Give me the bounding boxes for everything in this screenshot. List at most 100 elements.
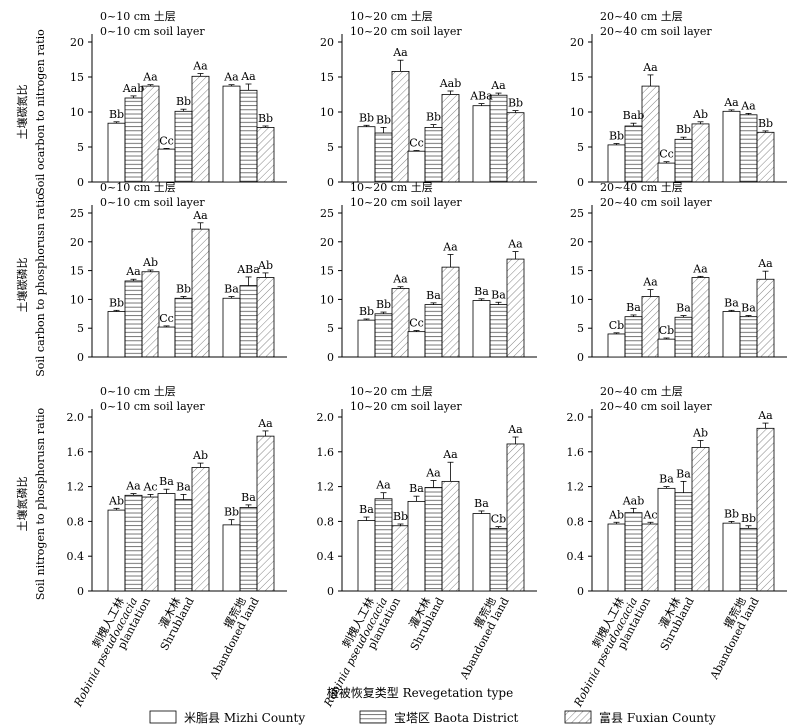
panel-layer-zh: 10~20 cm 土层: [350, 385, 433, 398]
significance-label: Aa: [442, 240, 458, 253]
bar: [357, 520, 376, 592]
x-axis-title: 植被恢复类型 Revegetation type: [327, 685, 513, 700]
significance-label: Aa: [442, 448, 458, 461]
y-tick-label: 15: [70, 265, 84, 278]
panel-layer-zh: 20~40 cm 土层: [600, 385, 683, 398]
bar: [472, 105, 491, 183]
bar: [506, 258, 525, 358]
significance-label: Ba: [491, 288, 506, 301]
significance-label: Cc: [659, 148, 674, 161]
significance-label: Ba: [241, 491, 256, 504]
panel-layer-en: 20~40 cm soil layer: [600, 196, 712, 209]
y-tick-label: 0: [577, 351, 584, 364]
bar: [141, 85, 160, 183]
significance-label: Bb: [176, 95, 191, 108]
y-tick-label: 1.2: [567, 481, 585, 494]
bar: [256, 127, 275, 183]
significance-label: Bb: [741, 512, 756, 525]
bar: [157, 326, 176, 358]
y-tick-label: 0.4: [67, 550, 85, 563]
bar: [739, 527, 758, 592]
bar: [174, 499, 193, 592]
y-tick-label: 2.0: [567, 411, 585, 424]
y-axis-title-en: Soil nitrogen to phosphorusn ratio: [34, 407, 47, 600]
bar: [607, 523, 626, 592]
bar: [691, 447, 710, 592]
panel-layer-zh: 0~10 cm 土层: [100, 385, 176, 398]
y-tick-label: 5: [327, 141, 334, 154]
significance-label: Cb: [609, 319, 624, 332]
bar: [256, 435, 275, 592]
y-axis-title-en: Soil ocarbon to nitrogen ratio: [34, 29, 47, 195]
significance-label: Aab: [439, 77, 462, 90]
y-tick-label: 20: [70, 236, 84, 249]
y-axis-title-en: Soil carbon to phosphorusn ratio: [34, 193, 47, 377]
significance-label: Bb: [258, 112, 273, 125]
y-tick-label: 0: [327, 176, 334, 189]
y-tick-label: 0: [577, 176, 584, 189]
bar: [722, 522, 741, 592]
significance-label: Aa: [392, 46, 408, 59]
legend-swatch: [564, 710, 592, 724]
significance-label: Bb: [609, 130, 624, 143]
bar: [722, 311, 741, 358]
bar: [657, 162, 676, 183]
bar: [107, 509, 126, 592]
bar: [489, 304, 508, 358]
significance-label: Ab: [692, 426, 708, 439]
bar: [641, 85, 660, 183]
bar: [191, 467, 210, 592]
y-tick-label: 15: [570, 265, 584, 278]
panel-layer-zh: 0~10 cm 土层: [100, 10, 176, 23]
bar: [624, 125, 643, 183]
y-tick-label: 20: [70, 36, 84, 49]
chart-panel: 0 0.4 0.8 1.2 1.6 2.0 20~40 cm 土层 20~40 cm soil…: [567, 385, 787, 598]
significance-label: Bb: [508, 97, 523, 110]
panel-layer-zh: 0~10 cm 土层: [100, 181, 176, 194]
bar: [641, 523, 660, 592]
significance-label: Ba: [426, 289, 441, 302]
significance-label: Cc: [409, 137, 424, 150]
significance-label: Cc: [159, 134, 174, 147]
significance-label: Aa: [757, 257, 773, 270]
legend-swatch: [149, 710, 177, 724]
significance-label: Aa: [142, 71, 158, 84]
chart-panel: 0 5 10 15 20 25 10~20 cm 土层 10~20 cm soil layer…: [320, 181, 537, 364]
significance-label: Aa: [507, 423, 523, 436]
bar: [641, 296, 660, 358]
bar: [441, 94, 460, 183]
y-tick-label: 0.8: [317, 515, 335, 528]
bar: [674, 138, 693, 183]
bar: [674, 316, 693, 358]
significance-label: Aab: [622, 494, 645, 507]
y-tick-label: 0: [77, 176, 84, 189]
y-tick-label: 1.2: [317, 481, 335, 494]
significance-label: Bb: [224, 506, 239, 519]
significance-label: Ba: [741, 302, 756, 315]
y-tick-label: 0.8: [67, 515, 85, 528]
panel-layer-en: 0~10 cm soil layer: [100, 400, 205, 413]
significance-label: Bb: [376, 113, 391, 126]
y-tick-label: 10: [70, 106, 84, 119]
bar: [256, 277, 275, 358]
bar: [391, 288, 410, 358]
chart-panel: 0 5 10 15 20 0~10 cm 土层 0~10 cm soil layer Bb Aa…: [70, 10, 287, 189]
chart-panel: 0 0.4 0.8 1.2 1.6 2.0 0~10 cm 土层 0~10 cm soil l…: [67, 385, 287, 598]
chart-panel: 0 5 10 15 20 25 0~10 cm 土层 0~10 cm soil layer Bb…: [70, 181, 287, 364]
bar: [141, 271, 160, 358]
significance-label: Aa: [125, 265, 141, 278]
panel-layer-en: 20~40 cm soil layer: [600, 400, 712, 413]
y-tick-label: 5: [77, 141, 84, 154]
significance-label: Ba: [409, 482, 424, 495]
bar: [657, 338, 676, 358]
y-tick-label: 20: [570, 236, 584, 249]
significance-label: Bab: [623, 109, 645, 122]
bar: [657, 487, 676, 592]
bar: [157, 148, 176, 183]
y-tick-label: 1.6: [317, 446, 335, 459]
significance-label: Cb: [491, 513, 506, 526]
bar: [124, 97, 143, 183]
chart-panel: 0 5 10 15 20 20~40 cm 土层 20~40 cm soil layer Bb…: [570, 10, 787, 189]
significance-label: Ac: [642, 508, 657, 521]
bar: [756, 278, 775, 358]
